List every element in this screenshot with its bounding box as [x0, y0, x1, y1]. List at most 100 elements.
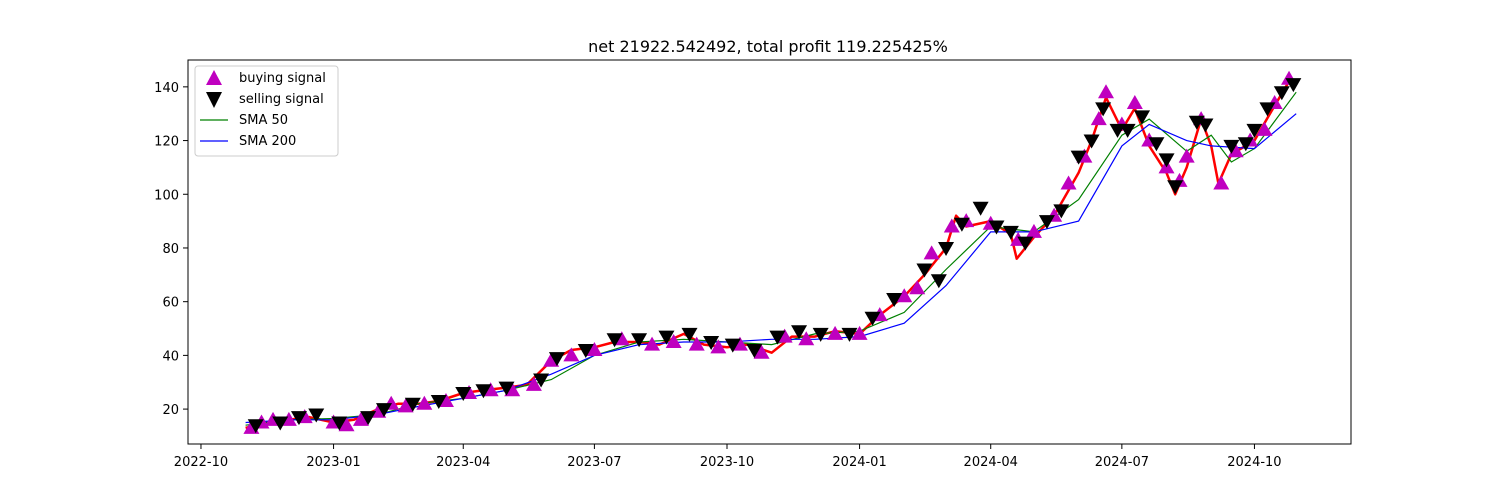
sell-signal-marker [1017, 236, 1034, 251]
x-tick-label: 2023-10 [700, 455, 754, 470]
sell-signal-marker [1053, 204, 1070, 219]
buy-signal-marker [437, 393, 454, 408]
buy-signal-marker [397, 398, 414, 413]
sell-signal-marker [1038, 215, 1055, 230]
sell-signal-marker [360, 411, 377, 426]
sell-signal-marker [375, 403, 392, 418]
sell-signal-marker [1223, 139, 1240, 154]
sell-signal-marker [841, 327, 858, 342]
sell-signal-marker [455, 386, 472, 401]
x-tick-label: 2024-10 [1227, 455, 1281, 470]
plot-frame [187, 59, 1352, 445]
buy-signal-marker [665, 333, 682, 348]
sell-signal-marker [916, 263, 933, 278]
y-tick-label: 140 [154, 81, 179, 96]
sell-signal-marker [886, 292, 903, 307]
buy-signal-marker [416, 395, 433, 410]
sell-signal-marker [724, 338, 741, 353]
legend-label-sma50: SMA 50 [239, 113, 288, 128]
sell-signal-marker [1083, 134, 1100, 149]
legend: buying signal selling signal SMA 50 SMA … [194, 65, 339, 157]
sell-signal-marker [938, 241, 955, 256]
sma-layer [245, 91, 1297, 426]
buy-signal-marker [1126, 94, 1143, 109]
buy-signal-marker [753, 344, 770, 359]
sell-signal-marker [475, 384, 492, 399]
sell-signal-marker [703, 335, 720, 350]
sell-signal-marker [430, 395, 447, 410]
buy-signal-marker [1213, 175, 1230, 190]
sell-signal-marker [791, 325, 808, 340]
sell-signal-marker [1095, 102, 1112, 117]
buy-signal-marker [896, 288, 913, 303]
buying-signal-legend-icon [206, 70, 222, 85]
sell-signal-marker [864, 311, 881, 326]
sell-signal-marker [577, 344, 594, 359]
sell-signal-marker [290, 411, 307, 426]
x-axis: 2022-10 2023-01 2023-04 2023-07 2023-10 2024-… [174, 444, 1282, 470]
sell-signal-marker [930, 274, 947, 289]
sell-signal-marker [247, 419, 264, 434]
buy-signal-marker [1227, 143, 1244, 158]
legend-label-sma200: SMA 200 [239, 134, 296, 149]
buy-signal-marker [1178, 148, 1195, 163]
buy-signal-marker [352, 411, 369, 426]
buy-signal-marker [827, 325, 844, 340]
buy-signal-marker [482, 382, 499, 397]
sell-signal-marker [272, 416, 289, 431]
selling-signal-legend-icon [206, 92, 222, 108]
signal-layer [243, 70, 1302, 434]
sell-signal-marker [1285, 78, 1302, 93]
sma-50-line [245, 91, 1297, 426]
sell-signal-marker [1273, 86, 1290, 101]
y-tick-label: 80 [162, 242, 179, 257]
sell-signal-marker [988, 220, 1005, 235]
sell-signal-marker [953, 217, 970, 232]
legend-label-selling: selling signal [239, 92, 324, 107]
buy-signal-marker [710, 339, 727, 354]
buy-signal-marker [688, 336, 705, 351]
sell-signal-marker [746, 344, 763, 359]
sell-signal-marker [498, 381, 515, 396]
buy-signal-marker [1098, 84, 1115, 99]
sell-signal-marker [1002, 225, 1019, 240]
sell-signal-marker [1259, 102, 1276, 117]
buy-signal-marker [644, 336, 661, 351]
buy-signal-marker [338, 417, 355, 432]
sell-signal-marker [1197, 118, 1214, 133]
buy-signal-marker [1025, 223, 1042, 238]
sell-signal-marker [812, 327, 829, 342]
sell-signal-marker [1109, 123, 1126, 138]
buy-signal-marker [613, 331, 630, 346]
y-tick-label: 60 [162, 296, 179, 311]
buy-signal-marker [776, 328, 793, 343]
sell-signal-marker [1148, 137, 1165, 152]
x-tick-label: 2024-01 [832, 455, 886, 470]
buy-signal-marker [798, 331, 815, 346]
plot-area [243, 70, 1302, 434]
buy-signal-marker [563, 347, 580, 362]
sell-signal-marker [548, 352, 565, 367]
sell-signal-marker [533, 373, 550, 388]
sell-signal-marker [1167, 180, 1184, 195]
sell-signal-marker [658, 330, 675, 345]
sell-signal-marker [769, 330, 786, 345]
sell-signal-marker [1246, 123, 1263, 138]
sell-signal-marker [308, 408, 325, 423]
sell-signal-marker [1158, 153, 1175, 168]
sell-signal-marker [631, 333, 648, 348]
y-tick-label: 40 [162, 349, 179, 364]
sell-signal-marker [331, 416, 348, 431]
x-tick-label: 2023-04 [436, 455, 490, 470]
x-tick-label: 2024-04 [964, 455, 1018, 470]
buy-signal-marker [1060, 175, 1077, 190]
sma-200-line [245, 113, 1297, 424]
y-tick-label: 120 [154, 135, 179, 150]
buy-signal-marker [731, 336, 748, 351]
sell-signal-marker [404, 397, 421, 412]
x-tick-label: 2023-01 [306, 455, 360, 470]
legend-label-buying: buying signal [239, 71, 326, 86]
sell-signal-marker [1134, 110, 1151, 125]
x-tick-label: 2024-07 [1095, 455, 1149, 470]
